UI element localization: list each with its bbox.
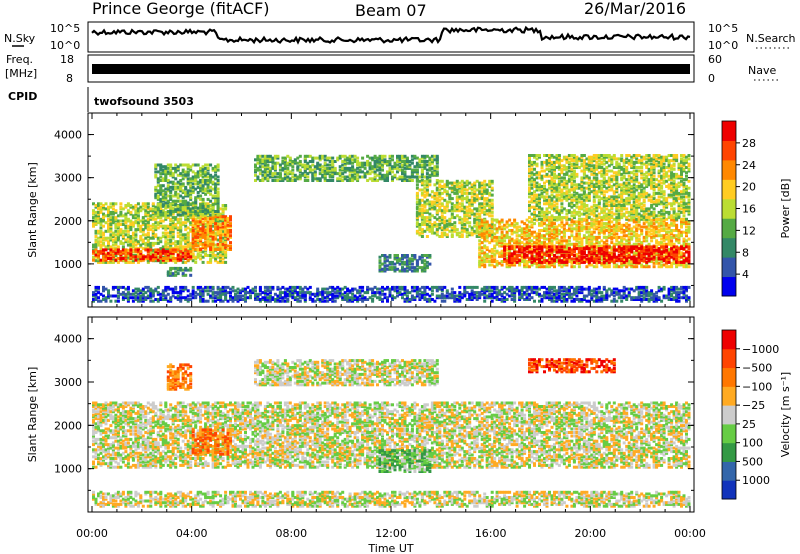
scatter-region-4 (166, 363, 193, 391)
nsearch-tick-bottom: 10^0 (708, 39, 738, 52)
colorbar-tick-label: 24 (742, 159, 756, 172)
colorbar-tick-label: 100 (742, 437, 763, 450)
colorbar-tick-label: 25 (742, 418, 756, 431)
x-tick-label: 12:00 (375, 527, 407, 540)
cpid-label: CPID (8, 90, 37, 103)
power-panel: 1000 2000 3000 4000 Slant Range [km] 4 8 12 16 20… (26, 112, 792, 308)
nsky-trace (91, 25, 691, 45)
y-tick-label: 3000 (54, 376, 82, 389)
y-tick-label: 4000 (54, 129, 82, 142)
colorbar-tick-label: 28 (742, 137, 756, 150)
colorbar-tick-label: −100 (742, 380, 772, 393)
x-tick-label: 00:00 (76, 527, 108, 540)
colorbar-tick-label: 20 (742, 181, 756, 194)
x-tick-label: 20:00 (574, 527, 606, 540)
x-tick-label: 16:00 (475, 527, 507, 540)
freq-tick-bottom: 8 (66, 72, 73, 85)
y-tick-label: 3000 (54, 172, 82, 185)
x-tick-label: 00:00 (674, 527, 706, 540)
colorbar-tick-label: −1000 (742, 343, 779, 356)
station-title: Prince George (fitACF) (92, 0, 270, 18)
scatter-region-3 (154, 163, 220, 217)
scatter-region-11 (92, 285, 691, 303)
colorbar-tick-label: 4 (742, 268, 749, 281)
scatter-region-5 (415, 179, 494, 238)
y-tick-label: 4000 (54, 333, 82, 346)
scatter-region-1 (254, 359, 439, 387)
freq-strip (87, 54, 695, 83)
y-axis-label: Slant Range [km] (26, 367, 39, 463)
date-title: 26/Mar/2016 (584, 0, 686, 18)
freq-unit-label: [MHz] (5, 67, 37, 80)
nsky-tick-bottom: 10^0 (50, 39, 80, 52)
scatter-region-4 (254, 154, 439, 182)
time-axis: 00:00 04:00 08:00 12:00 16:00 20:00 00:00 (76, 527, 706, 540)
scatter-cells (92, 154, 691, 303)
colorbar-tick-label: 500 (742, 455, 763, 468)
x-tick-label: 08:00 (275, 527, 307, 540)
y-tick-label: 1000 (54, 258, 82, 271)
colorbar-tick-label: −500 (742, 362, 772, 375)
nave-tick-top: 60 (708, 53, 722, 66)
scatter-region-6 (92, 490, 691, 508)
freq-label: Freq. (6, 53, 33, 66)
scatter-region-2 (191, 428, 232, 456)
y-tick-label: 1000 (54, 463, 82, 476)
colorbar-label: Power [dB] (779, 179, 792, 239)
colorbar-tick-label: 8 (742, 246, 749, 259)
nsky-tick-top: 10^5 (50, 22, 80, 35)
colorbar-tick-label: 16 (742, 203, 756, 216)
colorbar: 1000 500 100 25 −25 −100 −500 −1000 Velocity [m … (721, 329, 792, 500)
nave-label: Nave (748, 64, 776, 77)
scatter-region-10 (166, 266, 193, 277)
cpid-value: twofsound 3503 (94, 95, 194, 108)
y-tick-label: 2000 (54, 215, 82, 228)
y-tick-label: 2000 (54, 419, 82, 432)
nsky-label: N.Sky (4, 32, 36, 45)
nsky-strip (87, 21, 695, 53)
scatter-cells (92, 358, 691, 508)
y-axis-label: Slant Range [km] (26, 162, 39, 258)
freq-trace (92, 64, 690, 74)
colorbar-tick-label: 12 (742, 224, 756, 237)
colorbar: 4 8 12 16 20 24 28 Power [dB] (721, 120, 792, 297)
scatter-region-8 (528, 154, 691, 221)
scatter-region-7 (503, 245, 691, 264)
freq-tick-top: 18 (60, 53, 74, 66)
scatter-region-3 (528, 358, 616, 374)
colorbar-tick-label: 1000 (742, 474, 770, 487)
x-tick-label: 04:00 (176, 527, 208, 540)
colorbar-label: Velocity [m s⁻¹] (779, 372, 792, 457)
beam-title: Beam 07 (355, 1, 427, 20)
scatter-region-1 (92, 248, 193, 262)
scatter-region-5 (378, 449, 432, 473)
scatter-region-9 (378, 254, 432, 273)
nsearch-label: N.Search (746, 32, 796, 45)
x-axis-label: Time UT (367, 542, 413, 554)
scatter-region-2 (191, 215, 232, 251)
nsearch-tick-top: 10^5 (708, 22, 738, 35)
nave-tick-bottom: 0 (708, 72, 715, 85)
colorbar-tick-label: −25 (742, 399, 765, 412)
